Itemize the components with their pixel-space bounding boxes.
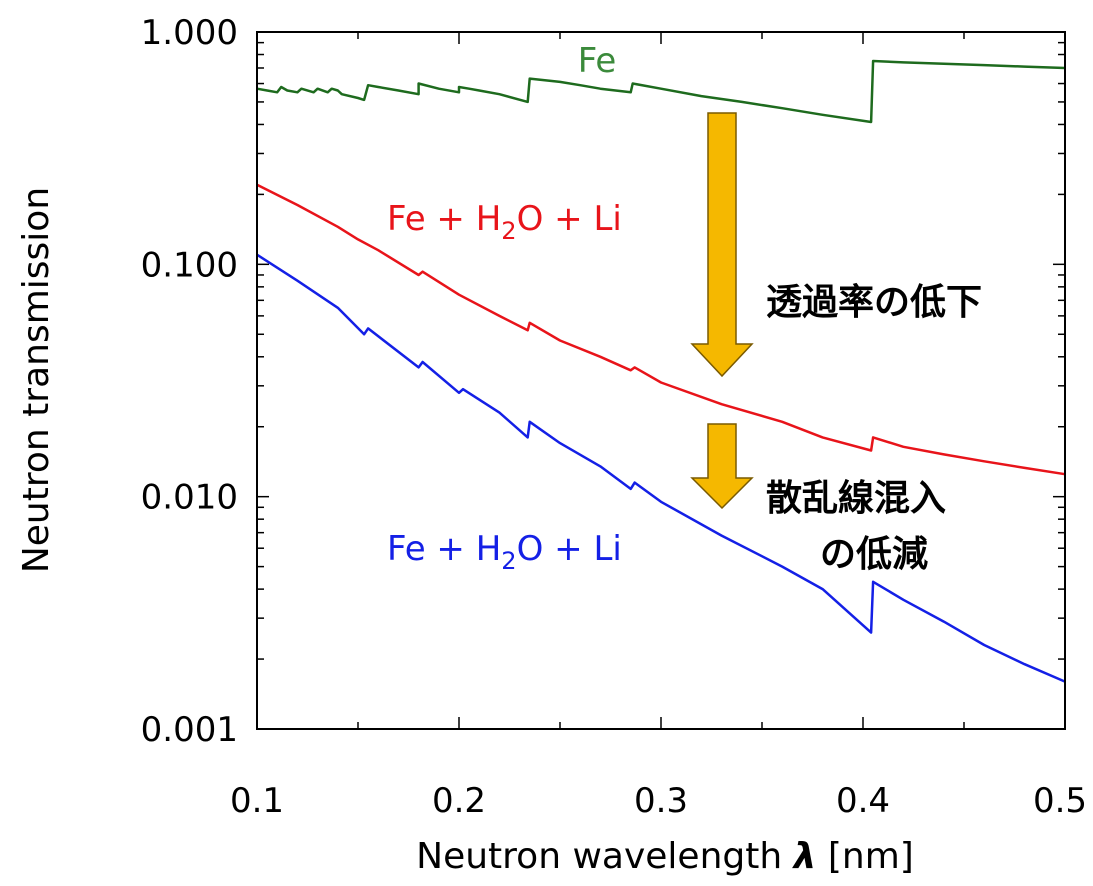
series-line-0	[256, 59, 1066, 124]
x-tick-label: 0.1	[230, 781, 284, 821]
series-line-1	[256, 183, 1066, 476]
y-tick-label: 1.000	[141, 13, 238, 53]
annotation-transmission-decrease: 透過率の低下	[766, 282, 982, 323]
series-label-fe: Fe	[578, 41, 617, 81]
series-label-fe-h2o-li-blue: Fe + H2O + Li	[387, 529, 622, 575]
annotation-scatter-mixing: 散乱線混入	[766, 478, 946, 519]
arrow-down-icon	[690, 423, 754, 510]
y-tick-label: 0.100	[141, 245, 238, 285]
y-tick-label: 0.001	[141, 710, 238, 750]
series-label-fe-h2o-li-red: Fe + H2O + Li	[387, 199, 622, 245]
arrow-scatter-reduction	[690, 423, 754, 510]
x-axis-title: Neutron wavelength λ [nm]	[416, 836, 914, 877]
axis-ticks	[256, 31, 1066, 730]
arrow-transmission-decrease	[690, 112, 754, 378]
x-tick-label: 0.2	[432, 781, 486, 821]
x-tick-labels: 0.1 0.2 0.3 0.4 0.5	[230, 781, 1087, 821]
annotation-reduction: の低減	[820, 534, 928, 575]
arrow-down-icon	[690, 112, 754, 378]
series-lines	[256, 59, 1066, 683]
x-tick-label: 0.3	[634, 781, 688, 821]
lambda-symbol: λ	[792, 836, 817, 877]
x-tick-label: 0.5	[1033, 781, 1087, 821]
x-tick-label: 0.4	[836, 781, 890, 821]
y-axis-title: Neutron transmission	[16, 187, 57, 573]
y-tick-labels: 0.001 0.010 0.100 1.000	[141, 13, 238, 750]
series-line-2	[256, 253, 1066, 683]
y-tick-label: 0.010	[141, 478, 238, 518]
plot-frame	[256, 31, 1066, 730]
